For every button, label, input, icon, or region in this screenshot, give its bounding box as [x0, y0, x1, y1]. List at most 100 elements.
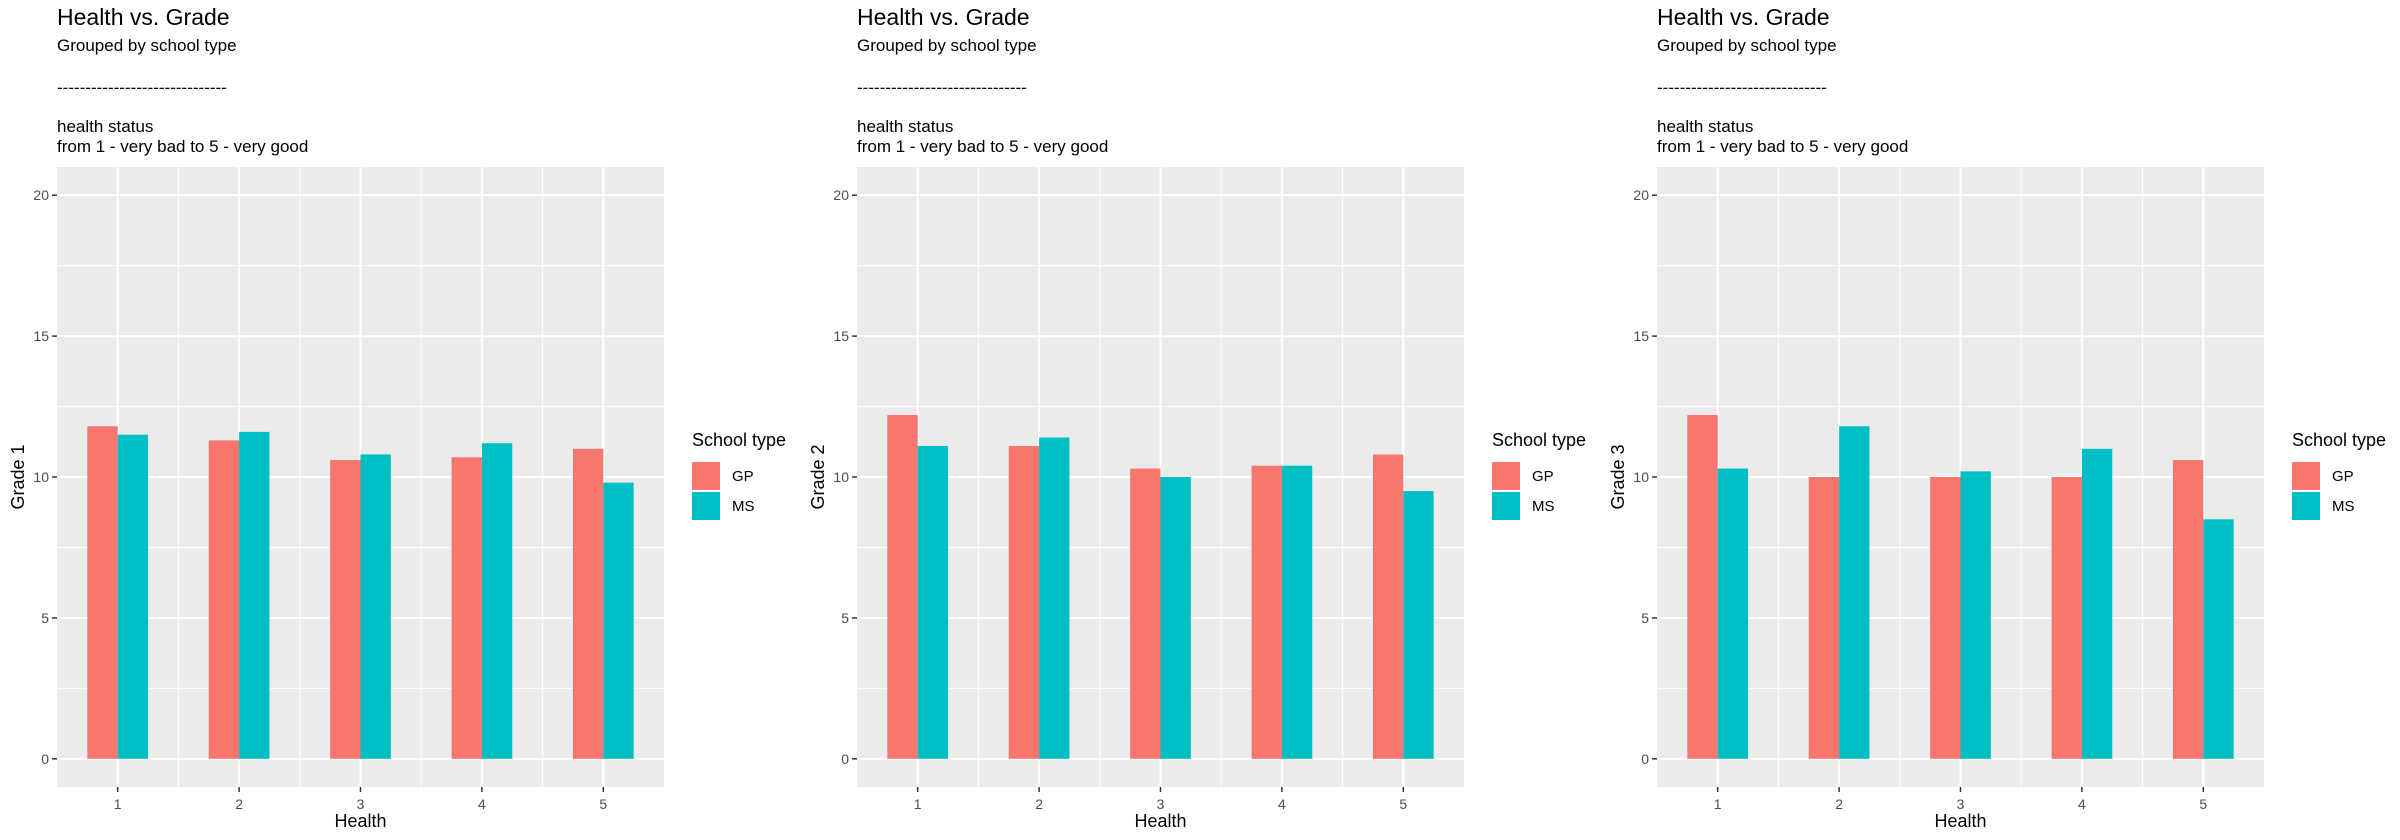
bar-ms-health-5	[1403, 491, 1434, 759]
legend: School type GP MS	[692, 430, 787, 520]
caption-line-1: health status	[57, 117, 154, 136]
chart-panel-3: Health vs. Grade Grouped by school type …	[1600, 0, 2400, 840]
x-tick-label: 1	[114, 796, 122, 812]
caption-line-2: from 1 - very bad to 5 - very good	[1657, 137, 1909, 156]
legend-title: School type	[692, 430, 787, 450]
legend: School type GP MS	[2292, 430, 2387, 520]
bar-gp-health-2	[1008, 446, 1040, 759]
x-tick-label: 5	[599, 796, 607, 812]
bar-ms-health-5	[2203, 519, 2234, 759]
y-tick-label: 5	[41, 610, 49, 626]
y-tick-label: 20	[33, 187, 49, 203]
y-tick-label: 15	[833, 328, 849, 344]
legend-key-ms	[692, 492, 720, 520]
legend-title: School type	[1492, 430, 1587, 450]
y-tick-label: 5	[1641, 610, 1649, 626]
bar-gp-health-5	[572, 448, 604, 759]
bar-ms-health-3	[1960, 471, 1991, 759]
bar-gp-health-2	[1808, 477, 1840, 759]
bar-gp-health-4	[1251, 465, 1282, 759]
chart-title: Health vs. Grade	[1657, 4, 1830, 30]
legend-label-gp: GP	[1532, 467, 1554, 485]
caption-line-1: health status	[1657, 117, 1754, 136]
y-axis-title: Grade 1	[8, 444, 28, 509]
x-tick-label: 1	[914, 796, 922, 812]
legend-key-gp	[2292, 462, 2320, 490]
bar-chart-plot: 0 5 10 15 20 1 2 3 4 5 Health Grade 2	[808, 167, 1464, 831]
chart-title: Health vs. Grade	[857, 4, 1030, 30]
x-axis-title: Health	[1134, 811, 1186, 831]
bar-gp-health-5	[2172, 460, 2204, 759]
y-axis-title: Grade 3	[1608, 444, 1628, 509]
legend-item-ms: MS	[1492, 492, 1555, 520]
x-tick-label: 5	[2199, 796, 2207, 812]
x-tick-label: 4	[1278, 796, 1286, 812]
x-tick-label: 4	[2078, 796, 2086, 812]
legend-item-gp: GP	[692, 462, 754, 490]
legend: School type GP MS	[1492, 430, 1587, 520]
chart-subtitle: Grouped by school type	[57, 36, 237, 55]
y-tick-label: 10	[33, 469, 49, 485]
bar-ms-health-1	[917, 446, 949, 759]
x-tick-label: 4	[478, 796, 486, 812]
bar-ms-health-2	[1039, 437, 1070, 759]
caption-separator: ------------------------------	[857, 78, 1027, 97]
y-tick-label: 0	[1641, 751, 1649, 767]
bar-gp-health-4	[2051, 477, 2082, 759]
x-tick-label: 3	[1957, 796, 1965, 812]
bar-gp-health-3	[330, 460, 361, 759]
chart-panel-1: Health vs. Grade Grouped by school type …	[0, 0, 800, 840]
chart-subtitle: Grouped by school type	[857, 36, 1037, 55]
chart-panel-2: Health vs. Grade Grouped by school type …	[800, 0, 1600, 840]
caption-line-2: from 1 - very bad to 5 - very good	[57, 137, 309, 156]
chart-subtitle: Grouped by school type	[1657, 36, 1837, 55]
x-tick-label: 5	[1399, 796, 1407, 812]
bar-gp-health-2	[208, 440, 240, 759]
bar-gp-health-1	[87, 426, 118, 759]
x-tick-label: 2	[1035, 796, 1043, 812]
bar-ms-health-3	[1160, 477, 1191, 759]
legend-label-ms: MS	[732, 497, 755, 515]
legend-item-ms: MS	[692, 492, 755, 520]
bar-gp-health-1	[887, 415, 918, 759]
legend-label-ms: MS	[2332, 497, 2355, 515]
y-tick-label: 10	[833, 469, 849, 485]
bar-ms-health-3	[360, 454, 391, 759]
legend-label-ms: MS	[1532, 497, 1555, 515]
legend-title: School type	[2292, 430, 2387, 450]
caption-separator: ------------------------------	[1657, 78, 1827, 97]
y-tick-label: 5	[841, 610, 849, 626]
x-axis-title: Health	[334, 811, 386, 831]
y-tick-label: 15	[1633, 328, 1649, 344]
y-tick-label: 0	[841, 751, 849, 767]
y-tick-label: 20	[833, 187, 849, 203]
bar-ms-health-2	[239, 431, 270, 759]
legend-label-gp: GP	[2332, 467, 2354, 485]
legend-item-gp: GP	[2292, 462, 2354, 490]
caption-line-1: health status	[857, 117, 954, 136]
legend-label-gp: GP	[732, 467, 754, 485]
y-axis-title: Grade 2	[808, 444, 828, 509]
legend-key-gp	[692, 462, 720, 490]
bar-ms-health-4	[481, 443, 513, 759]
legend-item-gp: GP	[1492, 462, 1554, 490]
bar-gp-health-3	[1130, 468, 1161, 759]
x-tick-label: 3	[357, 796, 365, 812]
x-tick-label: 3	[1157, 796, 1165, 812]
y-tick-label: 20	[1633, 187, 1649, 203]
bar-ms-health-1	[1717, 468, 1749, 759]
bar-ms-health-5	[603, 482, 634, 759]
y-tick-label: 10	[1633, 469, 1649, 485]
bar-gp-health-1	[1687, 415, 1718, 759]
legend-key-ms	[2292, 492, 2320, 520]
legend-key-gp	[1492, 462, 1520, 490]
y-tick-label: 15	[33, 328, 49, 344]
bar-gp-health-4	[451, 457, 482, 759]
x-tick-label: 1	[1714, 796, 1722, 812]
bar-gp-health-3	[1930, 477, 1961, 759]
legend-item-ms: MS	[2292, 492, 2355, 520]
bar-ms-health-4	[1281, 465, 1313, 759]
x-tick-label: 2	[1835, 796, 1843, 812]
caption-line-2: from 1 - very bad to 5 - very good	[857, 137, 1109, 156]
chart-title: Health vs. Grade	[57, 4, 230, 30]
